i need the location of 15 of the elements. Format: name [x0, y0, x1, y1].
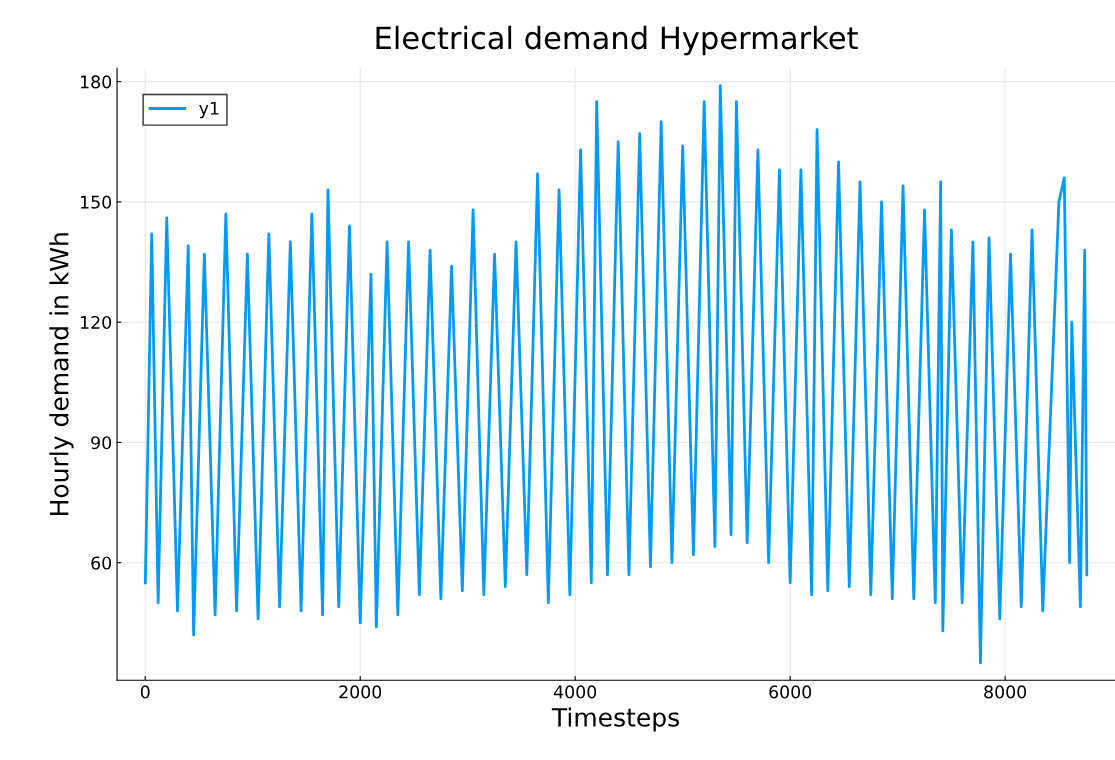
chart-title: Electrical demand Hypermarket [376, 25, 858, 56]
x-axis-title: Timesteps [551, 707, 679, 732]
y-tick-label: 60 [91, 556, 112, 570]
x-tick-label: 8000 [984, 685, 1027, 699]
x-tick-label: 6000 [769, 685, 812, 699]
y-axis-title: Hourly demand in kWh [49, 233, 74, 515]
legend-label: y1 [199, 101, 219, 119]
y-tick-label: 90 [91, 436, 112, 450]
x-tick-label: 0 [140, 685, 150, 699]
y-tick-label: 150 [80, 195, 112, 209]
x-tick-label: 4000 [553, 685, 597, 699]
line-series [143, 84, 1089, 665]
x-tick-label: 2000 [339, 685, 382, 699]
y-tick-label: 120 [80, 315, 112, 330]
y-tick-label: 180 [80, 75, 112, 89]
